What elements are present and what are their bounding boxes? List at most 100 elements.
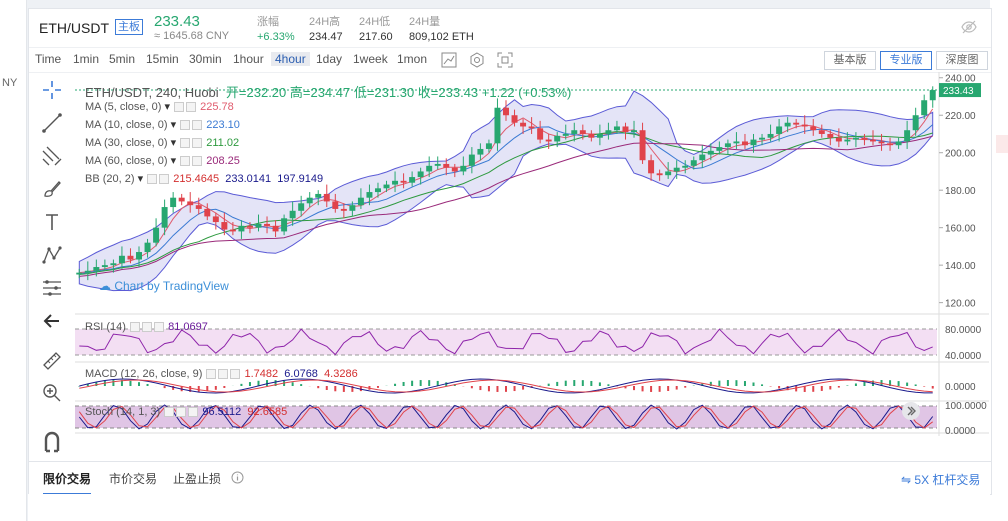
depth-chart-button[interactable]: 深度图: [936, 51, 988, 70]
tab-limit-order[interactable]: 限价交易: [43, 472, 92, 495]
tf-1day[interactable]: 1day: [316, 52, 343, 66]
candle: [801, 124, 808, 127]
macd-signal-line: [79, 379, 933, 393]
candle: [204, 208, 211, 217]
macd-bar: [701, 383, 704, 386]
tradingview-watermark[interactable]: ☁ Chart by TradingView: [99, 279, 229, 293]
brush-icon[interactable]: [41, 178, 63, 200]
tf-1min[interactable]: 1min: [73, 52, 100, 66]
candle: [844, 139, 851, 142]
candle: [374, 188, 381, 193]
price-tick-label: 220.00: [945, 111, 976, 122]
trend-line-icon[interactable]: [41, 112, 63, 134]
macd-bar: [317, 386, 320, 389]
macd-bar: [428, 380, 431, 386]
tf-30min[interactable]: 30min: [189, 52, 222, 66]
ohlc-legend: 开=232.20 高=234.47 低=231.30 收=233.43 +1.2…: [225, 85, 572, 100]
candle: [639, 130, 646, 161]
macd-bar: [325, 386, 328, 390]
fib-tool-icon[interactable]: [41, 145, 63, 167]
candle: [707, 150, 714, 155]
rsi-legend: RSI (14) 81.0697: [85, 321, 208, 333]
macd-bar: [470, 386, 473, 389]
tf-time[interactable]: Time: [35, 52, 62, 66]
candle: [136, 252, 142, 260]
macd-bar: [359, 386, 362, 392]
macd-bar: [172, 386, 175, 390]
leverage-trading-link[interactable]: ⇋ 5X 杠杆交易: [901, 473, 981, 487]
candle: [724, 143, 731, 148]
candle: [187, 201, 194, 206]
main-board-tag: 主板: [115, 19, 143, 35]
candle: [793, 122, 800, 125]
ruler-icon[interactable]: [41, 350, 63, 372]
macd-bar: [906, 382, 909, 386]
candle: [110, 263, 117, 266]
macd-bar: [607, 384, 610, 386]
price-tick-label: 200.00: [945, 149, 976, 160]
candle: [323, 193, 330, 202]
price-tick-label: 120.00: [945, 299, 976, 310]
basic-view-button[interactable]: 基本版: [824, 51, 876, 70]
last-price: 233.43: [154, 13, 200, 30]
macd-bar: [300, 384, 303, 386]
macd-bar: [624, 386, 627, 389]
rsi-tick-label: 80.0000: [945, 325, 982, 336]
price-tick-label: 180.00: [945, 186, 976, 197]
zoom-icon[interactable]: [41, 382, 63, 404]
candle: [468, 154, 475, 166]
macd-bar: [573, 380, 576, 386]
candle: [631, 130, 638, 133]
candle: [648, 160, 655, 174]
ma10-legend: MA (10, close, 0) ▾ 223.10: [85, 119, 240, 131]
pattern-tool-icon[interactable]: [41, 244, 63, 266]
scroll-right-icon[interactable]: [901, 401, 921, 421]
settings-icon[interactable]: [469, 52, 485, 68]
macd-bar: [394, 383, 397, 386]
candle: [588, 133, 595, 138]
candle: [870, 139, 876, 142]
candle: [332, 201, 339, 209]
ma60-legend: MA (60, close, 0) ▾ 208.25: [85, 155, 240, 167]
stat-24h-high: 24H高 234.47: [309, 16, 343, 43]
hide-eye-icon[interactable]: [961, 19, 977, 35]
tf-1week[interactable]: 1week: [353, 52, 388, 66]
back-arrow-icon[interactable]: [41, 310, 63, 332]
macd-bar: [479, 386, 482, 391]
macd-bar: [411, 380, 414, 386]
macd-bar: [78, 386, 81, 387]
info-icon[interactable]: [231, 471, 244, 484]
candle: [212, 216, 219, 223]
candle: [571, 130, 578, 134]
candle: [289, 210, 296, 219]
candle: [153, 227, 160, 243]
macd-bar: [197, 386, 200, 392]
ma5-legend: MA (5, close, 0) ▾ 225.78: [85, 101, 234, 113]
candle: [246, 225, 253, 228]
tf-4hour[interactable]: 4hour: [271, 52, 310, 66]
candle: [281, 218, 288, 232]
macd-bar: [214, 386, 217, 390]
fullscreen-icon[interactable]: [497, 52, 513, 68]
magnet-icon[interactable]: [41, 429, 63, 453]
macd-bar: [650, 386, 653, 392]
tab-stop-order[interactable]: 止盈止损: [173, 472, 222, 486]
chart-style-icon[interactable]: [441, 52, 457, 68]
candle: [818, 130, 825, 134]
tf-15min[interactable]: 15min: [146, 52, 179, 66]
order-tabs-bar: 限价交易 市价交易 止盈止损 ⇋ 5X 杠杆交易: [28, 461, 992, 495]
measure-tool-icon[interactable]: [41, 277, 63, 299]
tab-market-order[interactable]: 市价交易: [109, 472, 158, 486]
candle: [460, 165, 467, 172]
macd-bar: [854, 383, 857, 386]
macd-bar: [436, 380, 439, 386]
macd-bar: [547, 383, 550, 386]
macd-bar: [351, 386, 354, 392]
tf-1mon[interactable]: 1mon: [397, 52, 428, 66]
tf-1hour[interactable]: 1hour: [233, 52, 264, 66]
tf-5min[interactable]: 5min: [109, 52, 136, 66]
pro-view-button[interactable]: 专业版: [880, 51, 932, 70]
text-tool-icon[interactable]: [41, 211, 63, 233]
crosshair-icon[interactable]: [41, 79, 63, 101]
